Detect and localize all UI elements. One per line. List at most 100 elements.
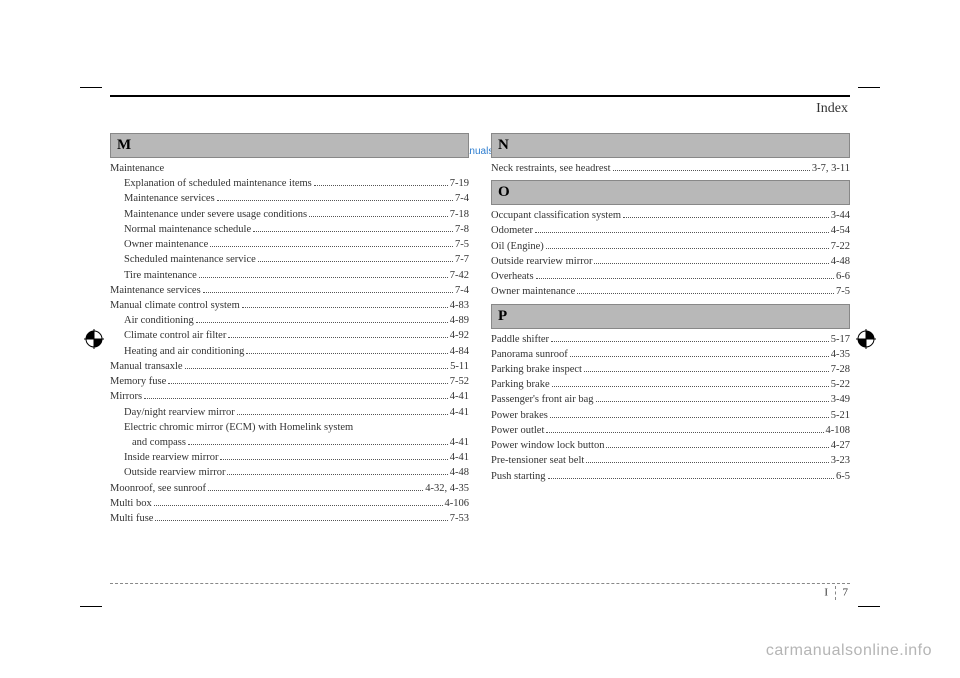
index-entry: Inside rearview mirror4-41	[110, 450, 469, 465]
index-entry: Passenger's front air bag 3-49	[491, 392, 850, 407]
entry-page: 4-48	[450, 465, 469, 480]
leader-dots	[596, 401, 829, 402]
index-entry: Maintenance services7-4	[110, 191, 469, 206]
entry-page: 7-4	[455, 283, 469, 298]
index-entry: Power window lock button4-27	[491, 438, 850, 453]
leader-dots	[242, 307, 448, 308]
leader-dots	[185, 368, 449, 369]
leader-dots	[203, 292, 453, 293]
entry-label: Oil (Engine)	[491, 239, 544, 254]
index-entry: Heating and air conditioning4-84	[110, 344, 469, 359]
index-entry: Panorama sunroof4-35	[491, 347, 850, 362]
leader-dots	[227, 474, 447, 475]
leader-dots	[548, 478, 834, 479]
footer-left: I	[824, 587, 828, 599]
leader-dots	[536, 278, 834, 279]
leader-dots	[586, 462, 828, 463]
entry-page: 4-84	[450, 344, 469, 359]
leader-dots	[535, 232, 829, 233]
registration-mark-icon	[856, 329, 876, 349]
entry-label: Maintenance under severe usage condition…	[124, 207, 307, 222]
registration-mark-icon	[84, 329, 104, 349]
leader-dots	[154, 505, 443, 506]
leader-dots	[570, 356, 829, 357]
entry-label: Outside rearview mirror	[491, 254, 592, 269]
leader-dots	[155, 520, 447, 521]
left-column: MMaintenanceExplanation of scheduled mai…	[110, 129, 469, 526]
index-entry: Odometer4-54	[491, 223, 850, 238]
index-entry: Oil (Engine)7-22	[491, 239, 850, 254]
crop-mark	[858, 595, 880, 617]
index-entry: Moonroof, see sunroof 4-32, 4-35	[110, 481, 469, 496]
footer-right: 7	[843, 587, 849, 599]
leader-dots	[552, 386, 829, 387]
index-entry: Mirrors4-41	[110, 389, 469, 404]
header-rule	[110, 95, 850, 97]
index-entry: Multi box 4-106	[110, 496, 469, 511]
entry-label: and compass	[132, 435, 186, 450]
entry-page: 7-8	[455, 222, 469, 237]
index-entry: Manual climate control system4-83	[110, 298, 469, 313]
entry-page: 7-18	[450, 207, 469, 222]
crop-mark	[80, 595, 102, 617]
leader-dots	[613, 170, 810, 171]
entry-page: 4-108	[826, 423, 851, 438]
index-entry: Neck restraints, see headrest3-7, 3-11	[491, 161, 850, 176]
index-entry: Paddle shifter5-17	[491, 332, 850, 347]
entry-label: Manual climate control system	[110, 298, 240, 313]
entry-page: 3-49	[831, 392, 850, 407]
entry-page: 7-7	[455, 252, 469, 267]
leader-dots	[550, 417, 829, 418]
entry-label: Passenger's front air bag	[491, 392, 594, 407]
entry-page: 7-4	[455, 191, 469, 206]
entry-label: Power outlet	[491, 423, 544, 438]
entry-label: Moonroof, see sunroof	[110, 481, 206, 496]
entry-label: Manual transaxle	[110, 359, 183, 374]
entry-label: Tire maintenance	[124, 268, 197, 283]
section-letter: N	[491, 133, 850, 158]
entry-label: Multi box	[110, 496, 152, 511]
entry-page: 5-11	[450, 359, 469, 374]
entry-label: Push starting	[491, 469, 546, 484]
index-entry: Pre-tensioner seat belt3-23	[491, 453, 850, 468]
leader-dots	[217, 200, 453, 201]
index-entry: Outside rearview mirror4-48	[491, 254, 850, 269]
index-entry: Parking brake inspect7-28	[491, 362, 850, 377]
leader-dots	[199, 277, 448, 278]
entry-label: Maintenance services	[110, 283, 201, 298]
footer-separator	[835, 586, 836, 600]
leader-dots	[168, 383, 447, 384]
entry-page: 4-41	[450, 389, 469, 404]
leader-dots	[208, 490, 423, 491]
leader-dots	[220, 459, 447, 460]
entry-page: 7-52	[450, 374, 469, 389]
entry-label: Power brakes	[491, 408, 548, 423]
page-title: Index	[110, 101, 850, 117]
crop-mark	[858, 76, 880, 98]
entry-page: 4-32, 4-35	[425, 481, 469, 496]
entry-label: Paddle shifter	[491, 332, 549, 347]
entry-label: Inside rearview mirror	[124, 450, 218, 465]
index-entry: Electric chromic mirror (ECM) with Homel…	[110, 420, 469, 435]
entry-label: Air conditioning	[124, 313, 194, 328]
entry-page: 7-19	[450, 176, 469, 191]
entry-page: 4-106	[445, 496, 470, 511]
index-entry: Parking brake5-22	[491, 377, 850, 392]
leader-dots	[196, 322, 448, 323]
leader-dots	[258, 261, 453, 262]
leader-dots	[188, 444, 448, 445]
leader-dots	[546, 432, 823, 433]
entry-label: Maintenance	[110, 161, 164, 176]
entry-label: Memory fuse	[110, 374, 166, 389]
entry-label: Overheats	[491, 269, 534, 284]
leader-dots	[237, 414, 448, 415]
leader-dots	[144, 398, 448, 399]
entry-page: 7-28	[831, 362, 850, 377]
leader-dots	[546, 248, 829, 249]
index-entry: Maintenance under severe usage condition…	[110, 207, 469, 222]
section-letter: O	[491, 180, 850, 205]
entry-page: 5-21	[831, 408, 850, 423]
crop-mark	[80, 76, 102, 98]
index-entry: Outside rearview mirror4-48	[110, 465, 469, 480]
index-entry: Overheats6-6	[491, 269, 850, 284]
